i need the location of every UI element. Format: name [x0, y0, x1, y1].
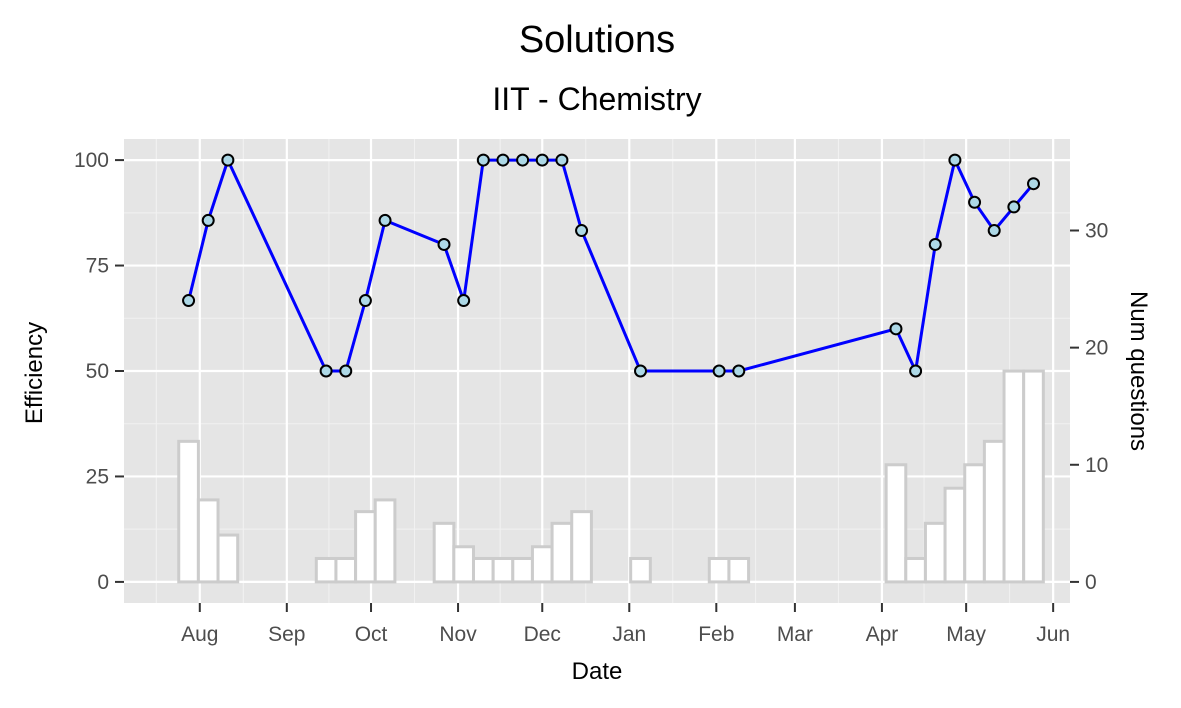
question-bar [943, 486, 967, 584]
efficiency-point [339, 364, 353, 378]
y-tick-label: 75 [86, 255, 109, 278]
x-tick-label: Feb [698, 623, 734, 646]
efficiency-point [182, 294, 196, 308]
question-bar [923, 521, 947, 584]
y-tick-label: 0 [97, 571, 109, 594]
x-tick-label: Sep [268, 623, 305, 646]
right-axis: 0 10 20 30 [1070, 219, 1108, 594]
x-tick-label: Nov [439, 623, 477, 646]
efficiency-point [732, 364, 746, 378]
question-bar [314, 556, 338, 584]
question-bar [334, 556, 358, 584]
question-bar [963, 463, 986, 584]
question-bar [570, 510, 593, 584]
question-bar [452, 545, 475, 584]
efficiency-point [575, 224, 589, 238]
efficiency-point [358, 294, 372, 308]
efficiency-point [535, 153, 549, 167]
efficiency-point [928, 237, 942, 251]
chart-title: Solutions [519, 19, 675, 61]
y2-tick-label: 0 [1085, 571, 1097, 594]
x-tick-label: Jan [612, 623, 646, 646]
question-bar [511, 556, 534, 584]
y2-tick-label: 20 [1085, 337, 1108, 360]
efficiency-point [319, 364, 333, 378]
efficiency-point [496, 153, 510, 167]
x-tick-label: Jun [1036, 623, 1070, 646]
efficiency-point [968, 195, 982, 209]
bottom-axis: Aug Sep Oct Nov Dec Jan Feb Mar Apr May Jun [181, 603, 1070, 646]
efficiency-point [1027, 177, 1041, 191]
efficiency-point [221, 153, 235, 167]
question-bar [1022, 369, 1045, 584]
y2-axis-title: Num questions [1125, 291, 1152, 451]
y-tick-label: 100 [74, 149, 109, 172]
question-bar [373, 498, 397, 584]
efficiency-point [437, 237, 451, 251]
y-axis-title: Efficiency [21, 322, 48, 424]
question-bar [1002, 369, 1026, 584]
x-tick-label: May [946, 623, 986, 646]
y2-tick-label: 10 [1085, 454, 1108, 477]
efficiency-point [378, 213, 392, 227]
efficiency-point [634, 364, 648, 378]
efficiency-point [476, 153, 490, 167]
question-bar [354, 510, 377, 584]
y2-tick-label: 30 [1085, 219, 1108, 242]
question-bar [216, 533, 240, 584]
efficiency-points [182, 153, 1041, 378]
chart-subtitle: IIT - Chemistry [492, 81, 701, 117]
question-bar [982, 439, 1006, 584]
efficiency-line [187, 158, 1035, 373]
x-tick-label: Apr [866, 623, 899, 646]
efficiency-point [712, 364, 726, 378]
question-bar [884, 463, 908, 584]
question-bar [491, 556, 515, 584]
efficiency-point [516, 153, 530, 167]
efficiency-point [457, 294, 471, 308]
question-bar [471, 556, 495, 584]
grid-major [124, 139, 1070, 603]
y-tick-label: 50 [86, 360, 109, 383]
question-bar [432, 521, 456, 584]
efficiency-point [909, 364, 923, 378]
x-tick-label: Mar [777, 623, 813, 646]
x-axis-title: Date [572, 658, 623, 685]
x-tick-label: Oct [355, 623, 388, 646]
y-tick-label: 25 [86, 465, 109, 488]
efficiency-point [987, 224, 1001, 238]
efficiency-point [555, 153, 569, 167]
question-count-bars [177, 369, 1045, 584]
question-bar [530, 545, 554, 584]
efficiency-point [889, 322, 903, 336]
efficiency-point [948, 153, 962, 167]
question-bar [727, 556, 751, 584]
question-bar [904, 556, 927, 584]
question-bar [550, 521, 574, 584]
question-bar [707, 556, 731, 584]
x-tick-label: Aug [181, 623, 218, 646]
efficiency-point [201, 213, 215, 227]
question-bar [177, 439, 200, 584]
x-tick-label: Dec [524, 623, 561, 646]
question-bar [196, 498, 220, 584]
efficiency-point [1007, 200, 1021, 214]
left-axis: 0 25 50 75 100 [74, 149, 124, 594]
question-bar [629, 556, 652, 584]
